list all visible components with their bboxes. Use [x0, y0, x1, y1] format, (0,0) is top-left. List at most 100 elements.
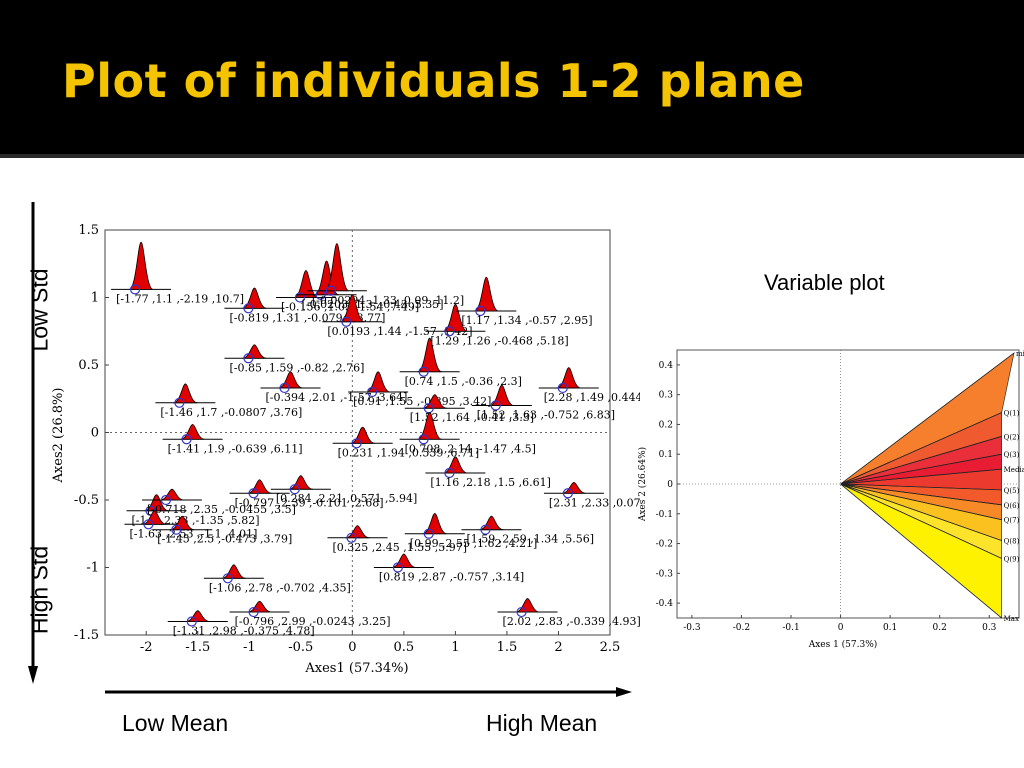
x-tick-label: -2 — [140, 640, 153, 655]
variable-label: Median — [1004, 466, 1024, 474]
var-y-tick-label: -0.4 — [656, 599, 674, 609]
y-tick-label: 0 — [91, 426, 99, 441]
center-marker — [490, 400, 501, 411]
y-tick-label: 0.5 — [78, 358, 99, 373]
center-marker — [222, 573, 233, 584]
center-marker — [325, 285, 336, 296]
variable-vector — [840, 483, 1002, 521]
mean-axis-arrow — [105, 687, 632, 697]
variable-vector — [840, 483, 1002, 619]
variable-vector — [840, 483, 1002, 541]
variable-vector — [840, 483, 1002, 559]
var-x-tick-label: -0.1 — [782, 623, 799, 633]
variable-label: Q(5) — [1004, 487, 1020, 495]
var-y-tick-label: 0.4 — [659, 361, 674, 371]
x-tick-label: 0.5 — [394, 640, 415, 655]
std-axis-arrow — [28, 202, 38, 684]
point-label: [-0.00294 ,1.33 ,0.09 ,11.2] — [312, 294, 464, 307]
var-x-tick-label: 0.1 — [883, 623, 897, 633]
x-tick-label: -1 — [243, 640, 256, 655]
var-x-tick-label: -0.2 — [733, 623, 750, 633]
center-marker — [418, 434, 429, 445]
variable-vector — [840, 352, 1015, 485]
variable-label: Max — [1004, 615, 1019, 623]
y-axis-title: Axes2 (26.8%) — [51, 388, 66, 484]
center-marker — [243, 353, 254, 364]
var-x-tick-label: 0 — [838, 623, 844, 633]
title-bar: Plot of individuals 1-2 plane — [0, 0, 1024, 158]
variable-label: Q(9) — [1004, 555, 1020, 563]
center-marker — [346, 532, 357, 543]
x-axis-title: Axes1 (57.34%) — [304, 661, 408, 676]
density-glyph — [324, 243, 350, 292]
point-label: [-0.394 ,2.01 ,-1.57 ,3.64] — [266, 391, 408, 404]
point-label: [0.819 ,2.87 ,-0.757 ,3.14] — [379, 571, 524, 584]
low-mean-label: Low Mean — [122, 710, 229, 736]
x-tick-label: 1.5 — [497, 640, 518, 655]
density-glyph — [128, 241, 154, 290]
low-std-label: Low Std — [26, 268, 53, 352]
center-marker — [143, 519, 154, 530]
point-label: [1.16 ,2.18 ,1.5 ,6.61] — [430, 476, 551, 489]
density-glyph — [479, 515, 504, 531]
density-glyph — [340, 294, 365, 323]
point-label: [-1.45 ,2.5 ,-0.473 ,3.79] — [157, 533, 292, 546]
y-tick-label: 1.5 — [78, 223, 99, 238]
point-label: [2.31 ,2.33 ,0.0704 ,2.26] — [549, 496, 640, 509]
slide-title: Plot of individuals 1-2 plane — [62, 54, 805, 108]
variable-label: Q(6) — [1004, 502, 1020, 510]
point-label: [0.231 ,1.94 ,0.539 ,6.71] — [338, 446, 480, 459]
point-label: [0.708 ,2.14 ,-1.47 ,4.5] — [405, 442, 536, 455]
x-tick-label: 0 — [348, 640, 356, 655]
variable-label: Q(8) — [1004, 538, 1020, 546]
var-y-tick-label: 0.1 — [659, 450, 673, 460]
variable-label: Q(3) — [1004, 451, 1020, 459]
density-glyph — [443, 303, 468, 332]
center-marker — [341, 316, 352, 327]
density-glyph — [561, 482, 586, 494]
point-label: [-1.63 ,2.53 ,-1.1 ,4.01] — [129, 527, 257, 540]
point-label: [1.59 ,2.59 ,1.34 ,5.56] — [466, 533, 594, 546]
density-glyph — [159, 488, 185, 501]
var-y-axis-title: Axes 2 (26.64%) — [637, 447, 648, 522]
point-label: [-1.06 ,2.78 ,-0.702 ,4.35] — [209, 581, 351, 594]
point-label: [0.99 ,2.55 ,1.62 ,4.21] — [410, 537, 538, 550]
density-glyph — [288, 475, 313, 490]
center-marker — [475, 305, 486, 317]
y-tick-label: -0.5 — [74, 493, 99, 508]
point-label: [2.02 ,2.83 ,-0.339 ,4.93] — [503, 615, 640, 628]
variable-label: Q(1) — [1004, 410, 1020, 418]
point-label: [2.28 ,1.49 ,0.444 ,6.42] — [544, 391, 640, 404]
center-marker — [186, 616, 197, 627]
y-tick-label: -1 — [86, 561, 99, 576]
center-marker — [243, 303, 254, 314]
x-tick-label: -0.5 — [288, 640, 313, 655]
point-label: [0.74 ,1.5 ,-0.36 ,2.3] — [405, 375, 522, 388]
point-label: [1.17 ,1.34 ,-0.57 ,2.95] — [461, 314, 592, 327]
density-glyph — [221, 564, 246, 579]
variable-vector — [840, 453, 1002, 485]
density-glyph — [180, 423, 205, 440]
center-marker — [129, 284, 141, 295]
var-x-tick-label: 0.3 — [982, 623, 997, 633]
density-glyph — [247, 600, 272, 613]
point-label: [-0.85 ,1.59 ,-0.82 ,2.76] — [229, 361, 364, 374]
center-marker — [171, 524, 182, 535]
center-marker — [294, 292, 306, 303]
var-x-tick-label: -0.3 — [683, 623, 701, 633]
variable-plot-title: Variable plot — [764, 270, 885, 295]
point-label: [-0.796 ,2.99 ,-0.0243 ,3.25] — [235, 615, 391, 628]
point-label: [-0.797 ,2.39 ,-0.101 ,2.68] — [235, 496, 384, 509]
variable-vector — [840, 436, 1002, 485]
center-marker — [174, 397, 185, 408]
variable-vector — [840, 412, 1002, 485]
center-marker — [444, 326, 455, 337]
y-tick-label: -1.5 — [74, 628, 99, 643]
point-label: [0.284 ,2.21 ,0.571 ,5.94] — [276, 492, 418, 505]
x-tick-label: 2 — [554, 640, 562, 655]
center-marker — [248, 488, 259, 499]
point-label: [0.91 ,1.55 ,-0.895 ,3.42] — [353, 395, 491, 408]
center-marker — [392, 562, 403, 573]
var-y-tick-label: -0.2 — [656, 540, 673, 550]
var-y-tick-label: 0.2 — [659, 420, 673, 430]
